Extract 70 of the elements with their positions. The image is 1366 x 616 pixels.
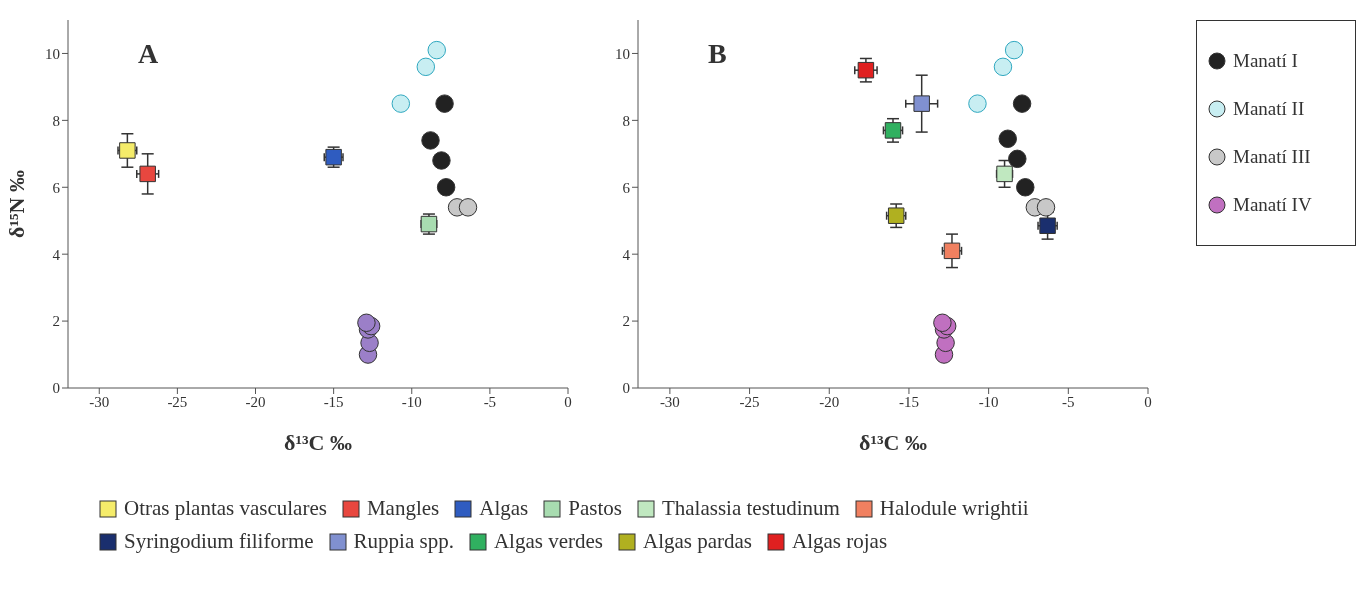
x-tick-label: -10 (401, 393, 422, 410)
y-tick-label: 2 (52, 313, 60, 330)
point (458, 198, 478, 217)
point (996, 165, 1013, 183)
x-tick-label: -5 (483, 393, 497, 410)
point (435, 94, 454, 113)
legend-label: Manatí I (1233, 50, 1298, 72)
point (416, 57, 436, 77)
y-tick-label: 10 (45, 45, 60, 62)
legend-label: Mangles (366, 496, 440, 521)
point (427, 40, 446, 60)
legend-label: Algas verdes (493, 529, 603, 554)
x-tick-label: -5 (1062, 393, 1075, 410)
y-tick-label: 4 (622, 246, 631, 263)
legend-label: Syringodium filiforme (124, 529, 314, 554)
y-axis-title: δ¹⁵N ‰ (3, 170, 29, 238)
x-tick-label: -15 (323, 393, 344, 410)
x-axis-title: δ¹³C ‰ (859, 430, 927, 455)
point (998, 129, 1017, 148)
point (943, 242, 961, 260)
point (357, 313, 376, 332)
legend-label: Halodule wrightii (879, 496, 1029, 521)
legend-label: Algas (479, 496, 529, 521)
legend-label: Algas rojas (792, 529, 888, 554)
legend-label: Otras plantas vasculares (124, 496, 327, 521)
x-tick-label: -30 (89, 393, 110, 410)
point (432, 151, 451, 170)
y-tick-label: 10 (615, 45, 630, 62)
legend-label: Manatí IV (1233, 194, 1312, 216)
y-tick-label: 0 (622, 380, 630, 397)
legend-label: Thalassia testudinum (661, 496, 840, 521)
x-tick-label: -20 (245, 393, 266, 410)
point (913, 95, 930, 112)
y-tick-label: 4 (52, 246, 61, 263)
x-tick-label: -30 (659, 393, 680, 410)
point (1016, 178, 1035, 197)
text: A (138, 38, 159, 70)
text: B (708, 38, 727, 70)
x-tick-label: -20 (819, 393, 840, 410)
x-tick-label: 0 (1144, 393, 1152, 410)
point (1012, 94, 1032, 113)
x-tick-label: -15 (898, 393, 919, 410)
y-tick-label: 0 (52, 380, 60, 397)
point (1036, 198, 1056, 217)
legend-label: Manatí III (1233, 146, 1311, 168)
point (1039, 217, 1056, 234)
x-tick-label: 0 (564, 393, 572, 410)
point (421, 131, 440, 150)
point (436, 178, 456, 197)
legend-label: Pastos (568, 496, 622, 521)
y-tick-label: 6 (622, 179, 631, 196)
point (933, 313, 952, 332)
y-tick-label: 6 (52, 179, 61, 196)
y-tick-label: 8 (622, 112, 630, 129)
x-axis-title: δ¹³C ‰ (284, 430, 352, 455)
x-tick-label: -25 (739, 393, 760, 410)
point (993, 57, 1013, 77)
point (968, 94, 987, 113)
x-tick-label: -10 (978, 393, 999, 410)
y-tick-label: 8 (52, 112, 60, 129)
point (1004, 40, 1024, 60)
legend-label: Manatí II (1233, 98, 1305, 120)
point (139, 165, 156, 183)
point (857, 61, 875, 79)
legend-label: Ruppia spp. (353, 529, 454, 554)
point (391, 94, 411, 113)
legend-label: Algas pardas (642, 529, 753, 554)
point (1008, 149, 1027, 169)
y-tick-label: 2 (622, 313, 630, 330)
x-tick-label: -25 (167, 393, 188, 410)
